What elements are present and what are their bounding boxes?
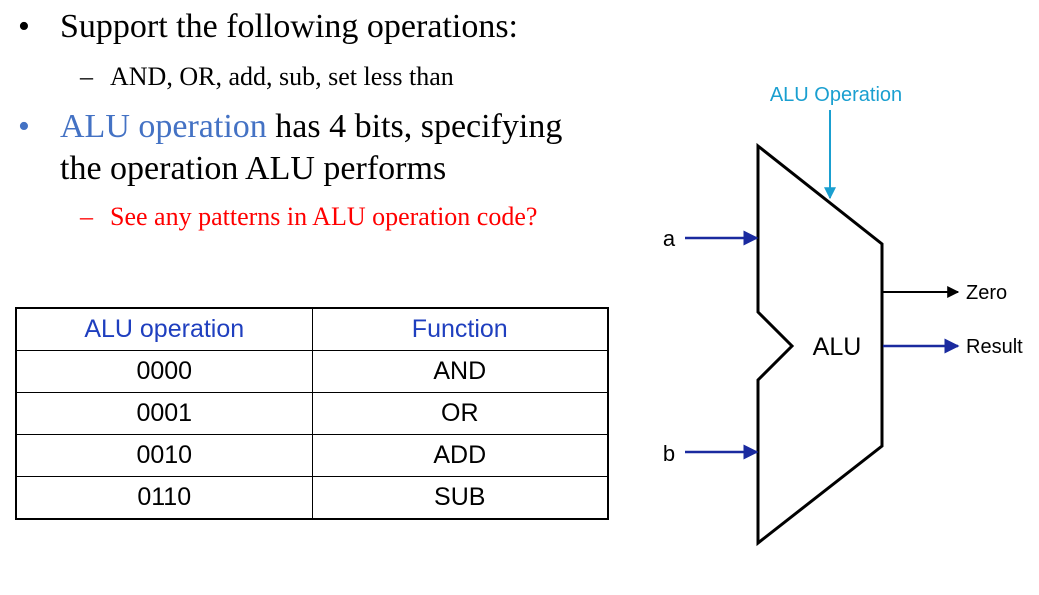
table-cell-opcode: 0010 xyxy=(15,434,313,477)
bullet-2-line2: the operation ALU performs xyxy=(60,150,447,187)
table-row: 0010 ADD xyxy=(15,434,609,477)
bullet-2-sub-text: See any patterns in ALU operation code? xyxy=(110,202,538,231)
input-b-label: b xyxy=(663,441,675,466)
bullet-2-subitem: – See any patterns in ALU operation code? xyxy=(80,202,537,232)
bullet-1-subitem: – AND, OR, add, sub, set less than xyxy=(80,62,454,92)
bullet-2-line1-rest: has 4 bits, specifying xyxy=(266,108,563,145)
dash-marker: – xyxy=(80,62,93,91)
table-row: 0001 OR xyxy=(15,392,609,435)
alu-body-shape xyxy=(756,142,884,547)
alu-label: ALU xyxy=(813,333,862,361)
table-cell-function: OR xyxy=(311,392,609,435)
dash-marker: – xyxy=(80,202,93,231)
bullet-2-line1: ALU operation has 4 bits, specifying xyxy=(60,108,562,146)
bullet-dot: • xyxy=(18,8,30,45)
table-cell-function: ADD xyxy=(311,434,609,477)
bullet-1-sub-text: AND, OR, add, sub, set less than xyxy=(110,62,454,91)
table-cell-function: SUB xyxy=(311,476,609,520)
table-row: 0110 SUB xyxy=(15,476,609,520)
input-a-label: a xyxy=(663,226,676,251)
bullet-1-text: Support the following operations: xyxy=(60,8,519,45)
table-cell-opcode: 0110 xyxy=(15,476,313,520)
table-header-row: ALU operation Function xyxy=(15,307,609,351)
header-function: Function xyxy=(311,307,609,351)
alu-operation-table: ALU operation Function 0000 AND 0001 OR … xyxy=(15,307,609,520)
table-cell-function: AND xyxy=(311,350,609,393)
alu-operation-label: ALU Operation xyxy=(770,84,902,106)
bullet-dot: • xyxy=(18,108,30,145)
bullet-2-highlight: ALU operation xyxy=(60,108,267,145)
output-zero-label: Zero xyxy=(966,282,1007,304)
header-alu-operation: ALU operation xyxy=(15,307,313,351)
output-result-label: Result xyxy=(966,336,1023,358)
